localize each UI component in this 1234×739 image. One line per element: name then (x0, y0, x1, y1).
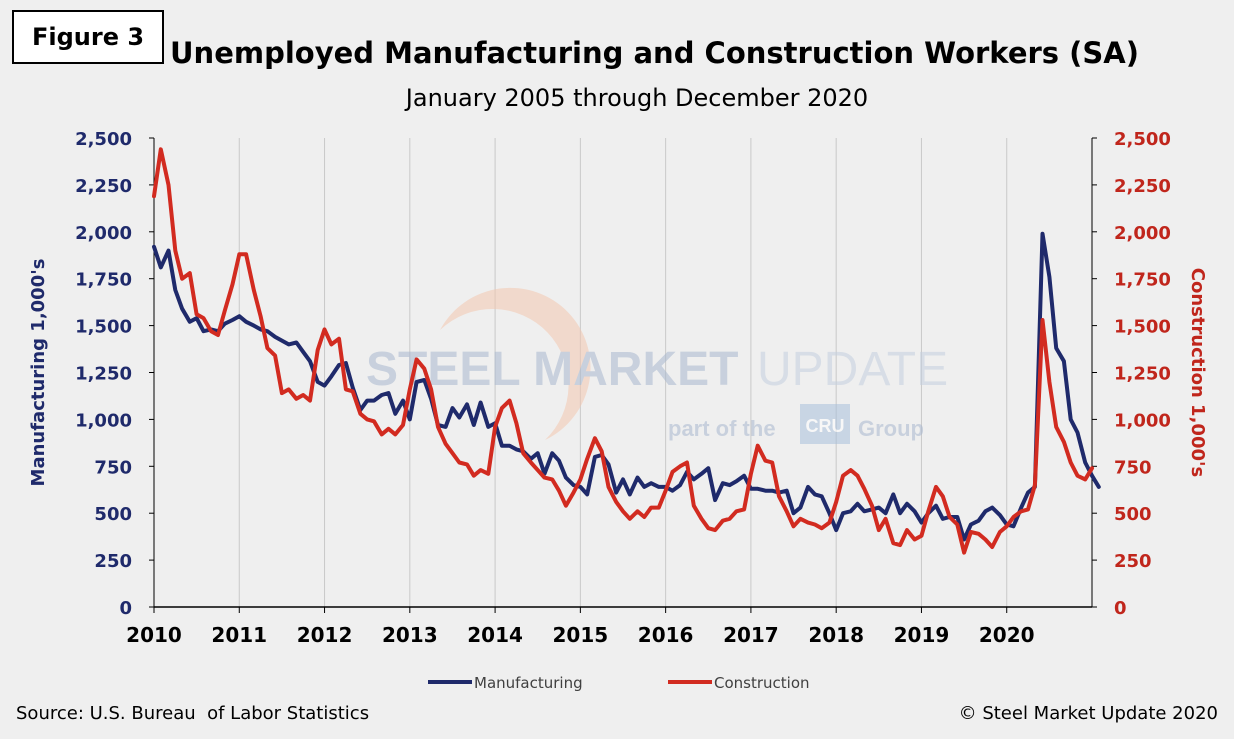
y-tick-label-right: 1,250 (1114, 364, 1171, 385)
x-tick-label: 2014 (467, 623, 523, 647)
watermark-group: Group (858, 416, 924, 441)
figure-label: Figure 3 (12, 10, 164, 64)
y-tick-label-right: 0 (1114, 598, 1127, 619)
y-tick-label-right: 250 (1114, 551, 1152, 572)
y-axis-label-right: Construction 1,000's (1187, 268, 1208, 477)
series-line-construction (152, 147, 1094, 555)
source-note: Source: U.S. Bureau of Labor Statistics (16, 703, 370, 724)
y-tick-label-right: 500 (1114, 504, 1152, 525)
watermark-brand-light: UPDATE (757, 343, 948, 396)
y-tick-label-left: 500 (94, 504, 132, 525)
watermark-cru-box (800, 404, 850, 444)
watermark-logo: STEEL MARKET UPDATE part of the CRU Grou… (366, 287, 948, 444)
y-tick-label-left: 2,000 (75, 223, 132, 244)
y-tick-label-left: 1,750 (75, 270, 132, 291)
x-tick-label: 2018 (808, 623, 864, 647)
y-tick-label-left: 1,000 (75, 410, 132, 431)
x-tick-label: 2011 (211, 623, 267, 647)
y-tick-label-right: 1,000 (1114, 410, 1171, 431)
y-tick-label-right: 2,000 (1114, 223, 1171, 244)
y-tick-label-left: 250 (94, 551, 132, 572)
legend-label-manufacturing: Manufacturing (474, 674, 583, 692)
watermark-cru: CRU (806, 416, 845, 436)
y-axis-label-left: Manufacturing 1,000's (28, 259, 49, 487)
y-tick-label-right: 2,250 (1114, 176, 1171, 197)
x-tick-label: 2017 (723, 623, 779, 647)
x-tick-label: 2019 (894, 623, 950, 647)
x-tick-label: 2020 (979, 623, 1035, 647)
copyright-note: © Steel Market Update 2020 (958, 703, 1218, 724)
legend-label-construction: Construction (714, 674, 810, 692)
watermark-brand-bold: STEEL MARKET (366, 343, 738, 396)
y-tick-label-left: 750 (94, 457, 132, 478)
y-tick-label-right: 2,500 (1114, 129, 1171, 150)
legend: Manufacturing Construction (428, 674, 810, 692)
axes: 0 0 250 250 500 500 750 750 1,000 1,000 1,250 1,250… (75, 129, 1171, 647)
y-tick-label-right: 1,500 (1114, 317, 1171, 338)
x-tick-label: 2012 (297, 623, 353, 647)
series-line-manufacturing (152, 231, 1101, 542)
x-tick-label: 2015 (553, 623, 609, 647)
watermark-part-of: part of the (668, 416, 776, 441)
x-tick-label: 2010 (126, 623, 182, 647)
y-tick-label-right: 1,750 (1114, 270, 1171, 291)
y-tick-label-right: 750 (1114, 457, 1152, 478)
y-tick-label-left: 2,500 (75, 129, 132, 150)
chart-title: Unemployed Manufacturing and Constructio… (170, 36, 1139, 70)
y-tick-label-left: 0 (119, 598, 132, 619)
x-tick-label: 2013 (382, 623, 438, 647)
y-tick-label-left: 2,250 (75, 176, 132, 197)
chart-subtitle: January 2005 through December 2020 (405, 84, 869, 112)
series-lines (152, 147, 1101, 555)
y-tick-label-left: 1,500 (75, 317, 132, 338)
x-tick-label: 2016 (638, 623, 694, 647)
watermark-swoosh (440, 287, 591, 440)
y-tick-label-left: 1,250 (75, 364, 132, 385)
